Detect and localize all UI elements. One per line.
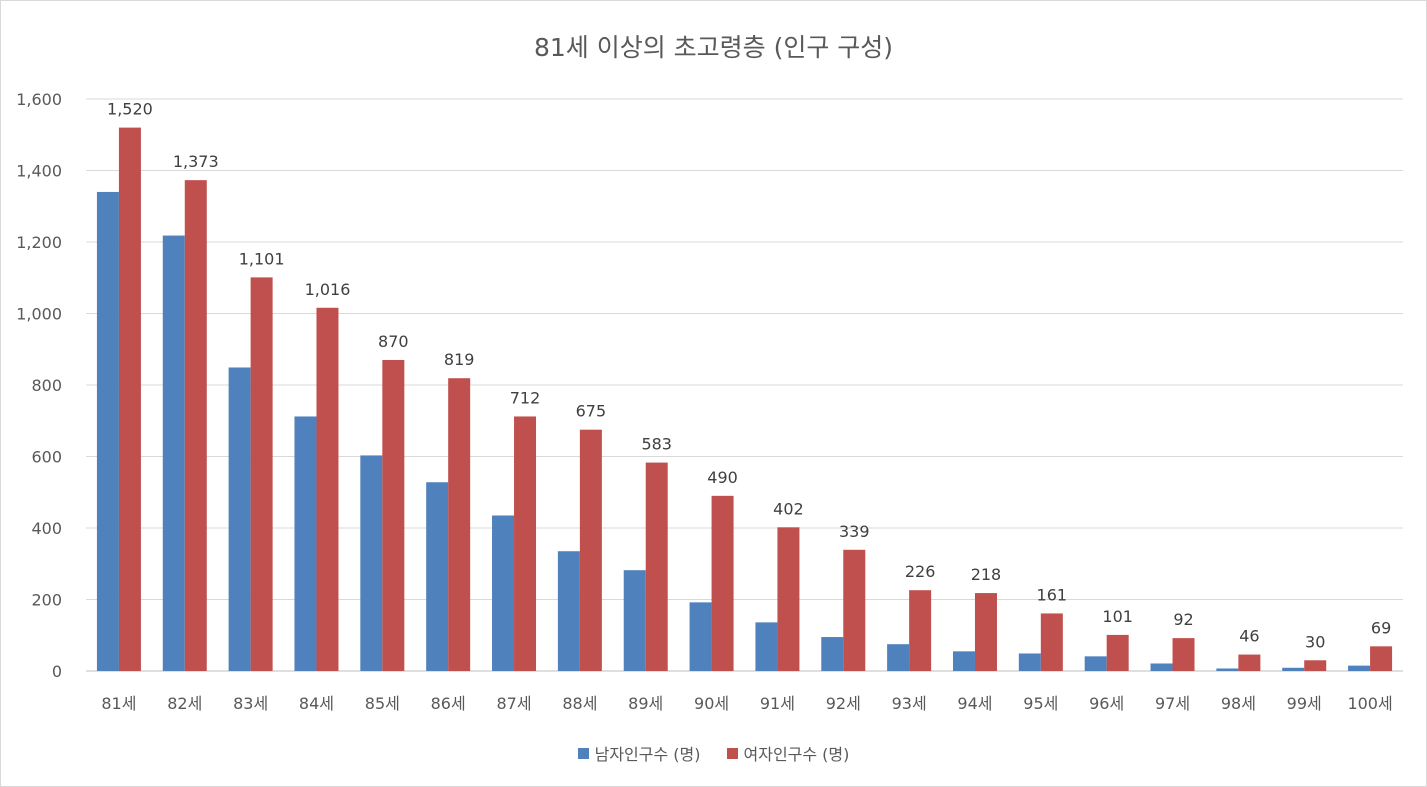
bar-male [1216,668,1239,671]
legend-label-male: 남자인구수 (명) [594,745,701,764]
bar-male [1018,653,1041,671]
x-tick-label: 85세 [365,694,400,713]
bar-male [228,367,251,671]
data-label: 712 [510,388,541,407]
data-label: 218 [971,565,1002,584]
data-label: 92 [1173,610,1193,629]
data-label: 339 [839,522,870,541]
y-tick-label: 1,400 [16,162,62,181]
bar-female [382,359,405,671]
bar-male [1150,663,1173,671]
bar-male [360,455,383,671]
data-label: 583 [641,435,672,454]
bar-male [557,551,580,671]
data-label: 101 [1102,607,1133,626]
y-tick-label: 1,000 [16,305,62,324]
y-tick-label: 0 [52,662,62,681]
bar-male [1084,656,1107,671]
data-label: 69 [1371,618,1391,637]
data-label: 46 [1239,627,1259,646]
bar-female [1040,613,1063,671]
data-label: 490 [707,468,738,487]
bar-female [711,495,734,671]
bar-female [514,416,537,671]
x-tick-label: 90세 [694,694,729,713]
data-label: 675 [576,402,607,421]
x-tick-label: 93세 [892,694,927,713]
data-label: 30 [1305,632,1325,651]
data-label: 819 [444,350,475,369]
x-tick-label: 96세 [1089,694,1124,713]
bar-female [1370,646,1393,671]
legend-item-male: 남자인구수 (명) [577,741,701,765]
data-label: 161 [1037,585,1068,604]
y-tick-label: 400 [31,519,62,538]
bar-male [492,515,515,671]
x-tick-label: 86세 [431,694,466,713]
bar-male [887,644,910,671]
data-label: 1,520 [107,100,153,119]
bar-male [623,570,646,671]
x-tick-label: 88세 [562,694,597,713]
chart-title: 81세 이상의 초고령층 (인구 구성) [533,33,894,62]
y-tick-label: 1,200 [16,233,62,252]
bar-female [645,462,668,671]
bar-female [118,127,141,672]
bar-female [316,307,339,671]
y-tick-label: 800 [31,376,62,395]
bar-female [1238,654,1261,671]
x-tick-label: 92세 [826,694,861,713]
bar-male [755,622,778,671]
bar-male [96,191,119,671]
x-tick-label: 99세 [1287,694,1322,713]
bar-female [1106,634,1129,671]
bar-female [250,277,273,671]
bar-female [777,527,800,671]
bar-female [843,549,866,671]
data-label: 402 [773,499,804,518]
x-tick-label: 83세 [233,694,268,713]
data-label: 1,101 [239,249,285,268]
bar-female [184,180,207,671]
x-tick-label: 87세 [496,694,531,713]
bar-male [689,602,712,671]
x-tick-label: 95세 [1023,694,1058,713]
legend-label-female: 여자인구수 (명) [743,745,850,764]
bar-male [821,637,844,671]
bar-female [1172,638,1195,671]
legend-swatch-female [726,747,738,759]
legend-swatch-male [577,747,589,759]
x-tick-label: 97세 [1155,694,1190,713]
bar-male [426,482,449,671]
bar-female [974,593,997,671]
x-tick-label: 98세 [1221,694,1256,713]
y-tick-label: 600 [31,448,62,467]
bar-male [1348,665,1371,671]
bar-female [1304,660,1327,671]
bar-female [579,429,602,671]
y-tick-label: 1,600 [16,90,62,109]
bar-male [162,235,185,671]
x-tick-label: 91세 [760,694,795,713]
data-label: 1,373 [173,152,219,171]
x-tick-label: 94세 [957,694,992,713]
y-tick-label: 200 [31,591,62,610]
data-label: 870 [378,332,409,351]
bar-male [294,416,317,671]
x-tick-label: 89세 [628,694,663,713]
bar-female [909,590,932,671]
x-tick-label: 84세 [299,694,334,713]
bar-female [448,378,471,671]
x-tick-label: 100세 [1347,694,1392,713]
data-label: 226 [905,562,936,581]
legend: 남자인구수 (명) 여자인구수 (명) [0,741,1427,765]
x-tick-label: 81세 [101,694,136,713]
bar-male [1282,667,1305,671]
legend-item-female: 여자인구수 (명) [726,741,850,765]
data-label: 1,016 [305,280,351,299]
x-tick-label: 82세 [167,694,202,713]
bar-male [952,651,975,671]
